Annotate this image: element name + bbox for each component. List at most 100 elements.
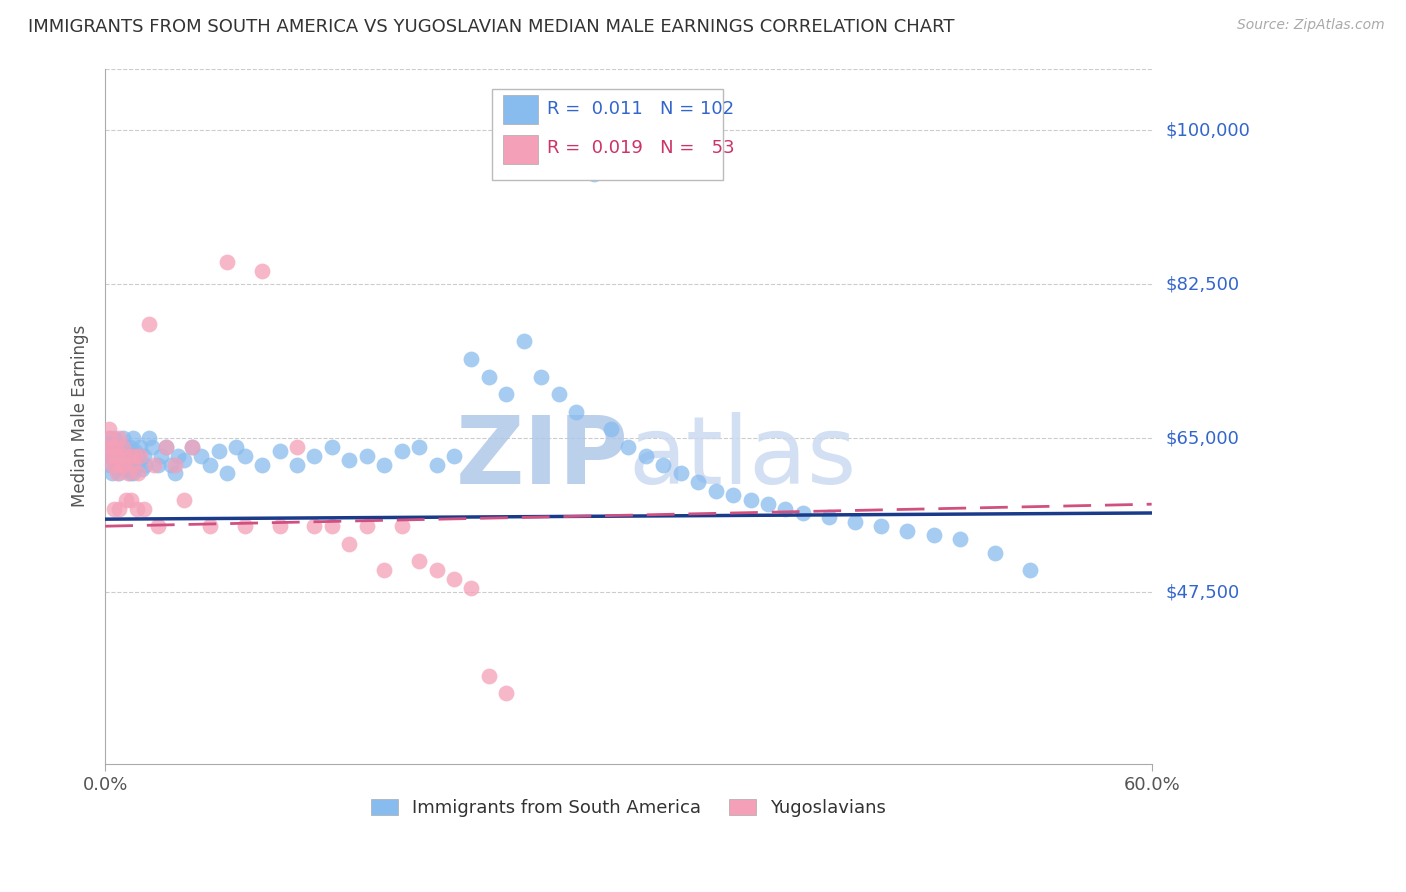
Point bbox=[547, 387, 569, 401]
Point bbox=[108, 440, 131, 454]
FancyBboxPatch shape bbox=[503, 135, 538, 164]
Text: $65,000: $65,000 bbox=[1166, 429, 1240, 447]
Point bbox=[100, 444, 122, 458]
Point bbox=[96, 440, 118, 454]
Point bbox=[117, 467, 139, 481]
Point bbox=[103, 449, 125, 463]
Point bbox=[115, 492, 138, 507]
Point bbox=[104, 440, 127, 454]
Point bbox=[107, 467, 129, 481]
Point bbox=[756, 497, 779, 511]
Point bbox=[104, 444, 127, 458]
Text: IMMIGRANTS FROM SOUTH AMERICA VS YUGOSLAVIAN MEDIAN MALE EARNINGS CORRELATION CH: IMMIGRANTS FROM SOUTH AMERICA VS YUGOSLA… bbox=[28, 18, 955, 36]
Point bbox=[115, 440, 138, 454]
Point bbox=[373, 458, 395, 472]
Point bbox=[107, 440, 129, 454]
Point bbox=[233, 449, 256, 463]
Point bbox=[356, 519, 378, 533]
Point bbox=[111, 440, 134, 454]
Point bbox=[117, 449, 139, 463]
Point bbox=[120, 492, 142, 507]
Point bbox=[896, 524, 918, 538]
Point bbox=[138, 317, 160, 331]
Point bbox=[285, 440, 308, 454]
Point bbox=[112, 458, 135, 472]
Point bbox=[112, 444, 135, 458]
Point bbox=[181, 440, 204, 454]
Point bbox=[582, 167, 605, 181]
Point bbox=[104, 458, 127, 472]
Point bbox=[922, 528, 945, 542]
Point bbox=[124, 453, 146, 467]
Point bbox=[337, 453, 360, 467]
Point bbox=[844, 515, 866, 529]
Point bbox=[97, 449, 120, 463]
Point bbox=[163, 458, 186, 472]
Point bbox=[426, 563, 449, 577]
Point bbox=[107, 449, 129, 463]
Point bbox=[460, 581, 482, 595]
Point bbox=[104, 458, 127, 472]
Point bbox=[460, 351, 482, 366]
Point bbox=[111, 449, 134, 463]
Point bbox=[111, 431, 134, 445]
Point bbox=[108, 453, 131, 467]
Point bbox=[269, 519, 291, 533]
Point bbox=[141, 440, 163, 454]
Point bbox=[818, 510, 841, 524]
Point bbox=[101, 467, 124, 481]
Point bbox=[129, 449, 152, 463]
Point bbox=[321, 440, 343, 454]
Point bbox=[103, 453, 125, 467]
Point bbox=[101, 440, 124, 454]
Point bbox=[108, 431, 131, 445]
Point bbox=[146, 519, 169, 533]
Text: R =  0.011   N = 102: R = 0.011 N = 102 bbox=[547, 100, 734, 118]
Point bbox=[122, 458, 145, 472]
Point bbox=[356, 449, 378, 463]
Point bbox=[108, 501, 131, 516]
Point bbox=[125, 501, 148, 516]
Point bbox=[112, 458, 135, 472]
Point bbox=[408, 554, 430, 568]
Point bbox=[304, 449, 326, 463]
Point bbox=[207, 444, 229, 458]
Point bbox=[949, 533, 972, 547]
Point bbox=[155, 440, 177, 454]
Point bbox=[285, 458, 308, 472]
Point bbox=[160, 458, 183, 472]
Point bbox=[97, 431, 120, 445]
Point bbox=[131, 462, 153, 476]
Point bbox=[117, 453, 139, 467]
Point bbox=[100, 431, 122, 445]
Point bbox=[304, 519, 326, 533]
Point bbox=[634, 449, 657, 463]
Point bbox=[101, 440, 124, 454]
Point bbox=[107, 462, 129, 476]
Point bbox=[122, 467, 145, 481]
Point bbox=[118, 449, 141, 463]
Point bbox=[103, 431, 125, 445]
Point bbox=[155, 440, 177, 454]
Point bbox=[775, 501, 797, 516]
Point bbox=[111, 449, 134, 463]
Point bbox=[132, 449, 155, 463]
Y-axis label: Median Male Earnings: Median Male Earnings bbox=[72, 325, 89, 508]
Point bbox=[870, 519, 893, 533]
Point bbox=[120, 458, 142, 472]
Point bbox=[138, 431, 160, 445]
Point bbox=[478, 369, 501, 384]
Point bbox=[233, 519, 256, 533]
FancyBboxPatch shape bbox=[503, 95, 538, 124]
Point bbox=[217, 467, 239, 481]
Point bbox=[617, 440, 640, 454]
Point bbox=[103, 449, 125, 463]
Point bbox=[478, 669, 501, 683]
Point bbox=[100, 458, 122, 472]
Point bbox=[217, 255, 239, 269]
Text: ZIP: ZIP bbox=[456, 412, 628, 504]
Point bbox=[107, 449, 129, 463]
Legend: Immigrants from South America, Yugoslavians: Immigrants from South America, Yugoslavi… bbox=[364, 791, 893, 824]
Point bbox=[120, 449, 142, 463]
Point bbox=[740, 492, 762, 507]
